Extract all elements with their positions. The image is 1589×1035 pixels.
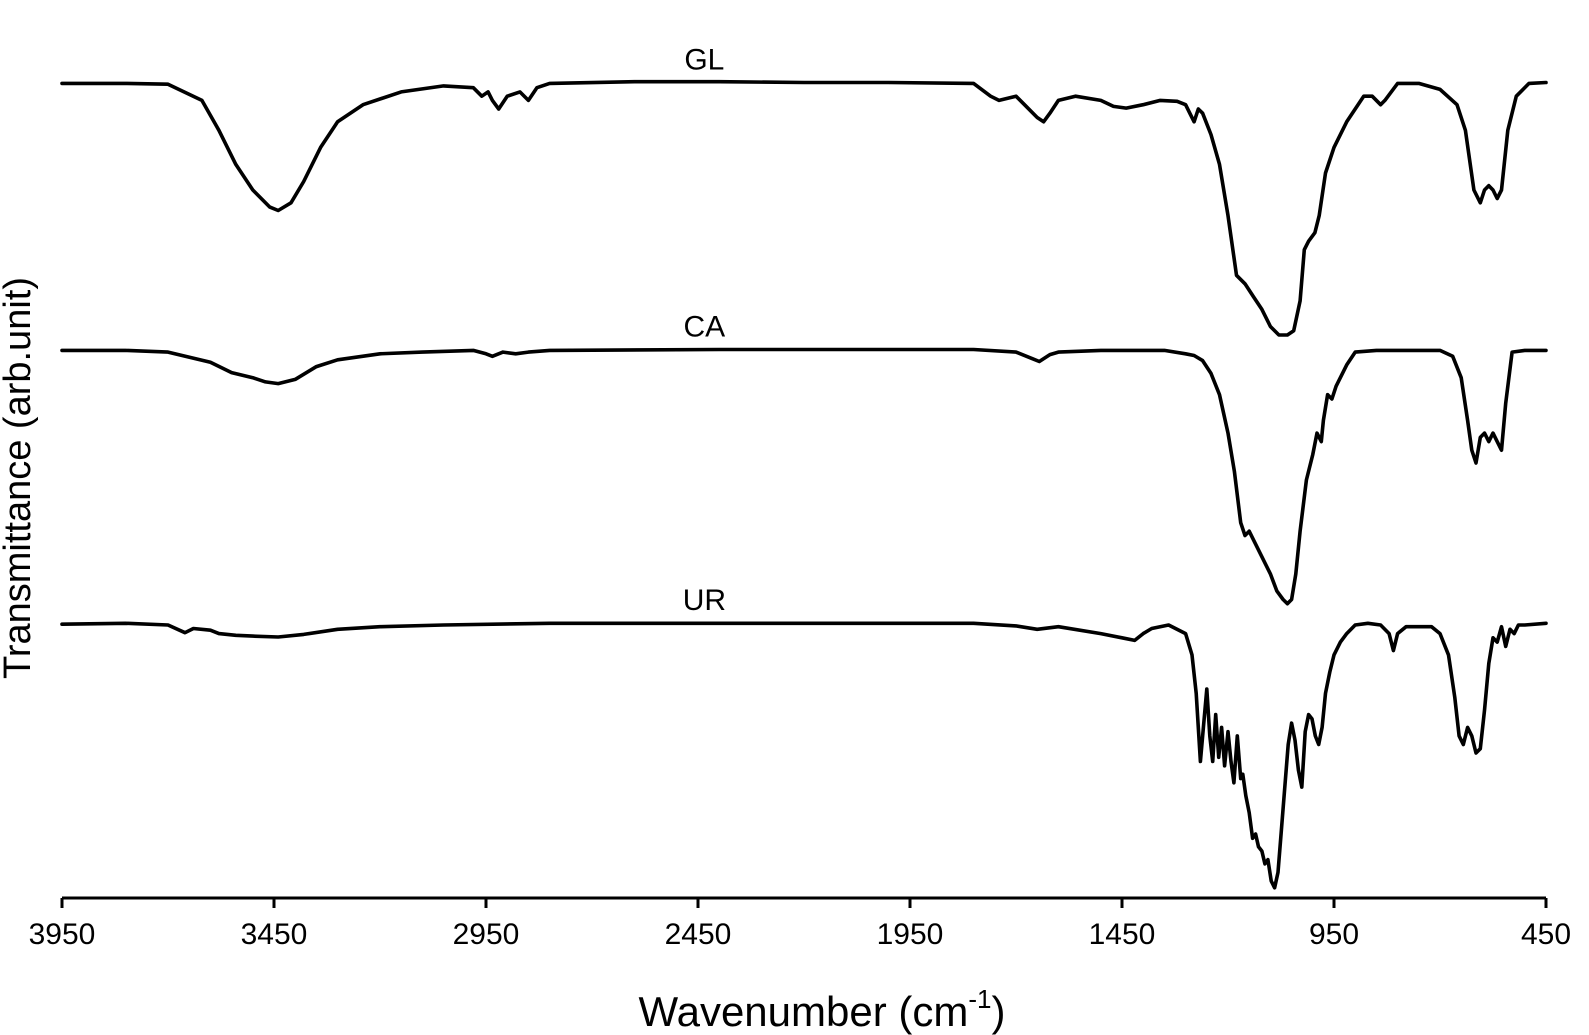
x-tick-label-1450: 1450 — [1089, 918, 1156, 951]
series-label-ca: CA — [684, 310, 726, 343]
x-axis-title-main: Wavenumber (cm — [639, 988, 969, 1035]
x-tick-label-3450: 3450 — [241, 918, 308, 951]
series-curves — [62, 82, 1546, 888]
y-axis-title: Transmittance (arb.unit) — [0, 277, 39, 679]
x-axis-title: Wavenumber (cm-1) — [639, 984, 1006, 1035]
series-labels: GL CA UR — [683, 43, 726, 617]
x-tick-label-950: 950 — [1309, 918, 1359, 951]
x-axis-title-superscript: -1 — [968, 984, 991, 1014]
series-line-gl — [62, 82, 1546, 335]
x-tick-label-2950: 2950 — [453, 918, 520, 951]
x-tick-label-1950: 1950 — [877, 918, 944, 951]
x-axis-title-close: ) — [991, 988, 1005, 1035]
x-tick-label-2450: 2450 — [665, 918, 732, 951]
series-label-gl: GL — [684, 43, 724, 76]
series-line-ca — [62, 350, 1546, 604]
series-label-ur: UR — [683, 584, 726, 617]
x-axis-ticks: 3950 3450 2950 2450 1950 1450 950 450 — [29, 898, 1571, 951]
series-line-ur — [62, 623, 1546, 888]
x-tick-label-3950: 3950 — [29, 918, 96, 951]
x-tick-label-450: 450 — [1521, 918, 1571, 951]
